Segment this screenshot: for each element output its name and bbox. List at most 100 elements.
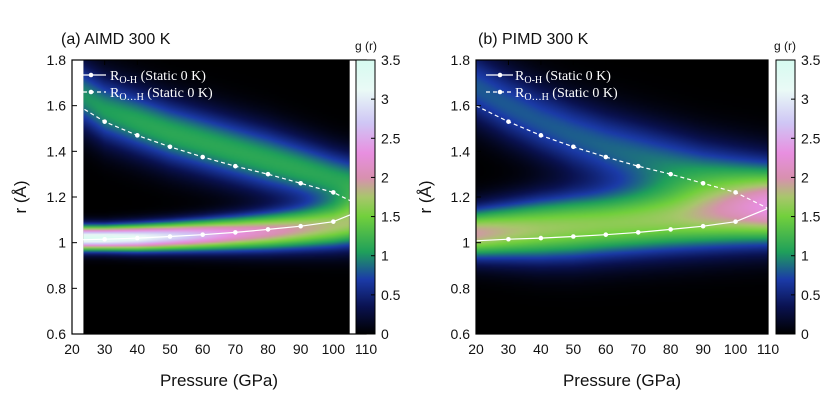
- series-point: [298, 223, 303, 229]
- y-tick-label: 1.4: [47, 143, 67, 159]
- y-tick-label: 1.6: [451, 98, 471, 114]
- colorbar-label: g (r): [774, 39, 796, 53]
- series-point: [135, 133, 140, 138]
- series-point: [733, 219, 738, 224]
- x-tick-label: 90: [293, 341, 309, 357]
- colorbar-tick-label: 1.5: [801, 209, 821, 225]
- y-tick-label: 0.6: [47, 326, 67, 342]
- x-tick-label: 110: [355, 341, 378, 357]
- y-tick-label: 0.8: [47, 280, 67, 296]
- x-tick-label: 100: [322, 341, 346, 357]
- series-point: [233, 230, 238, 235]
- series-point: [265, 171, 271, 177]
- x-tick-label: 90: [695, 341, 711, 357]
- colorbar-ticks: 0 0.5 1 1.5 2 2.5 3 3.5: [371, 52, 401, 342]
- x-tick-label: 20: [468, 341, 484, 357]
- series-point: [167, 234, 173, 239]
- series-point: [635, 163, 641, 169]
- axis-ticks: 20 30 40 50 60 70 80 90 100 110 0.6 0.8 1 1.2 1.4 1.6 1.…: [451, 52, 780, 357]
- colorbar-tick-label: 3: [381, 91, 389, 107]
- x-tick-label: 100: [724, 341, 748, 357]
- series-point: [265, 227, 271, 232]
- colorbar-tick-label: 2.5: [801, 130, 821, 146]
- series-point: [733, 190, 738, 195]
- x-tick-label: 30: [97, 341, 113, 357]
- series-point: [603, 154, 609, 160]
- curves: [78, 105, 367, 242]
- series-point: [331, 219, 336, 224]
- legend-marker: [497, 72, 503, 78]
- panel-title: (b) PIMD 300 K: [478, 31, 589, 48]
- curves: [475, 105, 769, 242]
- series-point: [298, 181, 303, 186]
- legend-label: RO-H (Static 0 K): [110, 69, 206, 86]
- y-tick-label: 1.4: [451, 143, 471, 159]
- panel-b: (b) PIMD 300 K 20 30 40 50 60 70 80 90 100 1100.6…: [416, 31, 821, 390]
- x-axis-label: Pressure (GPa): [160, 371, 278, 390]
- x-tick-label: 80: [663, 341, 679, 357]
- x-tick-label: 50: [566, 341, 582, 357]
- axis-ticks: 20 30 40 50 60 70 80 90 100 110 0.6 0.8 1 1.2 1.4 1.6 1.…: [47, 52, 378, 357]
- y-tick-label: 1.8: [47, 52, 67, 68]
- panel-title: (a) AIMD 300 K: [61, 31, 171, 48]
- series-point: [538, 133, 544, 138]
- y-axis-label: r (Å): [11, 180, 30, 213]
- series-point: [700, 181, 706, 186]
- series-point: [506, 236, 511, 242]
- colorbar-tick-label: 2: [801, 169, 809, 185]
- series-point: [668, 227, 673, 232]
- y-tick-label: 1: [462, 235, 470, 251]
- x-tick-label: 60: [598, 341, 614, 357]
- x-axis-label: Pressure (GPa): [563, 371, 681, 390]
- colorbar-tick-label: 1: [381, 248, 389, 264]
- x-tick-label: 110: [757, 341, 780, 357]
- series-line-o-h-solid: [78, 207, 367, 241]
- series-point: [700, 223, 706, 229]
- series-point: [668, 171, 673, 177]
- x-tick-label: 40: [130, 341, 146, 357]
- series-point: [538, 235, 544, 241]
- legend-marker: [88, 89, 94, 95]
- heatmap-image: [476, 60, 768, 334]
- series-point: [603, 232, 609, 237]
- colorbar-tick-label: 3.5: [801, 52, 821, 68]
- series-point: [571, 234, 576, 239]
- colorbar-tick-label: 1: [801, 248, 809, 264]
- x-tick-label: 20: [64, 341, 80, 357]
- colorbar-tick-label: 3.5: [381, 52, 401, 68]
- y-tick-label: 0.6: [451, 326, 471, 342]
- colorbar-tick-label: 2.5: [381, 130, 401, 146]
- series-point: [167, 144, 173, 150]
- no-data-strip: [72, 60, 84, 334]
- colorbar-tick-label: 3: [801, 91, 809, 107]
- series-point: [200, 232, 205, 237]
- y-tick-label: 1: [58, 235, 66, 251]
- x-tick-label: 40: [533, 341, 549, 357]
- series-line-o-h-dashed: [475, 105, 769, 209]
- series-point: [102, 119, 107, 124]
- colorbar-ticks: 0 0.5 1 1.5 2 2.5 3 3.5: [791, 52, 821, 342]
- legend-marker: [497, 89, 503, 95]
- colorbar-label: g (r): [355, 39, 377, 53]
- heatmap-image: [72, 60, 366, 334]
- legend-marker: [88, 72, 94, 78]
- series-point: [635, 230, 641, 235]
- x-tick-label: 80: [260, 341, 276, 357]
- colorbar-tick-label: 0.5: [801, 287, 821, 303]
- y-tick-label: 1.2: [451, 189, 471, 205]
- x-tick-label: 70: [630, 341, 646, 357]
- x-tick-label: 50: [162, 341, 178, 357]
- y-tick-label: 1.6: [47, 98, 67, 114]
- series-point: [331, 190, 336, 195]
- series-point: [200, 154, 205, 160]
- panel-a: (a) AIMD 300 K 20 30 40 50 60 70 80 90 100 1100.6…: [11, 31, 401, 390]
- series-line-o-h-dashed: [78, 105, 367, 209]
- colorbar-tick-label: 0.5: [381, 287, 401, 303]
- series-point: [135, 235, 140, 241]
- y-tick-label: 0.8: [451, 280, 471, 296]
- colorbar: [355, 59, 376, 335]
- series-point: [233, 163, 238, 169]
- series-point: [506, 119, 511, 124]
- colorbar-tick-label: 2: [381, 169, 389, 185]
